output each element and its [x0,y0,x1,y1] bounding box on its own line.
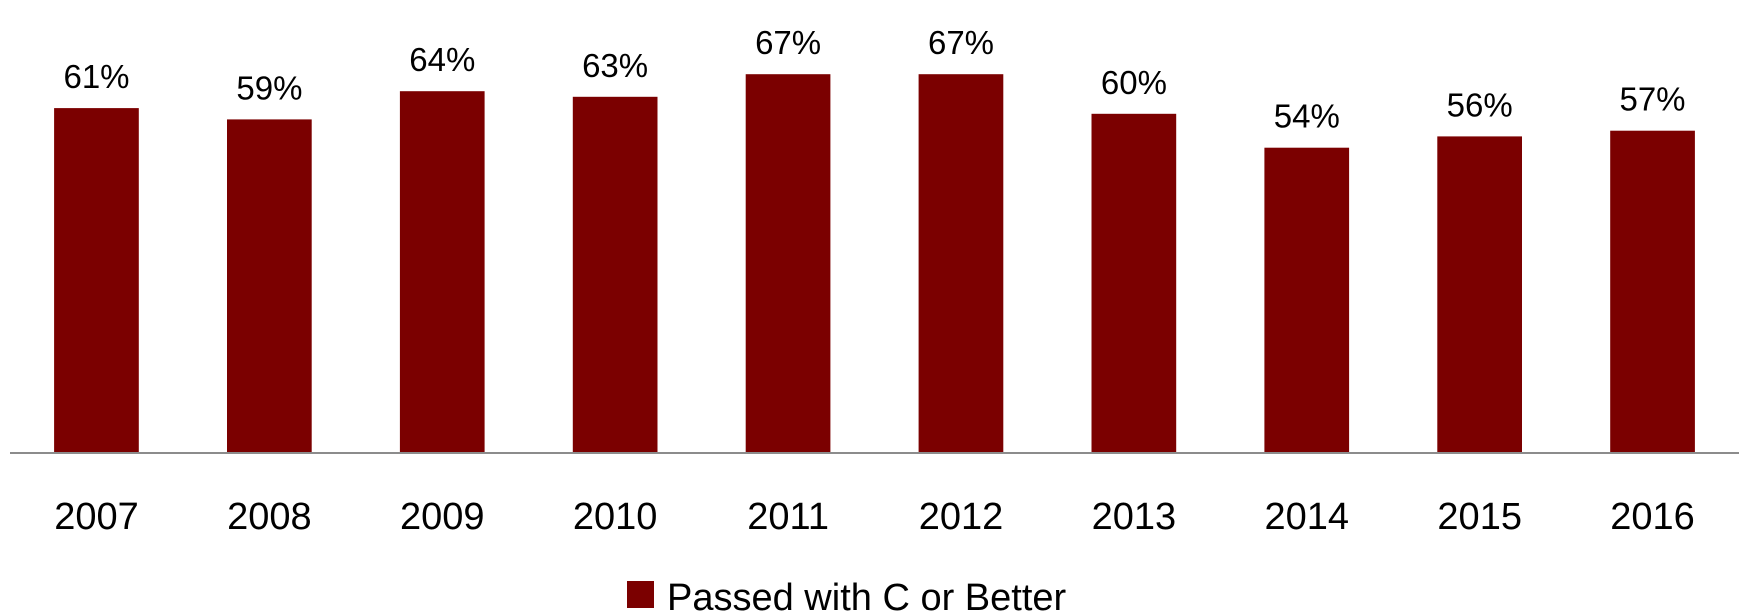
data-label-2009: 64% [409,41,475,78]
bar-2009 [399,91,485,453]
x-tick-label-2015: 2015 [1437,496,1522,538]
data-label-2016: 57% [1619,81,1685,118]
bars-layer [54,74,1695,454]
bar-2011 [745,74,831,453]
x-tick-label-2013: 2013 [1092,496,1177,538]
data-label-2008: 59% [236,69,302,106]
legend-swatch [627,581,654,608]
data-label-2012: 67% [928,24,994,61]
data-label-2011: 67% [755,24,821,61]
x-tick-label-2011: 2011 [747,496,829,538]
legend: Passed with C or Better [627,577,1067,613]
data-label-2014: 54% [1274,98,1340,135]
x-tick-label-2008: 2008 [227,496,312,538]
x-tick-label-2014: 2014 [1265,496,1350,538]
bar-2013 [1091,113,1177,454]
data-label-2013: 60% [1101,64,1167,101]
data-labels-layer: 61% 59% 64% 63% 67% 67% 60% 54% 56% 57% [63,24,1685,135]
legend-label: Passed with C or Better [667,577,1067,613]
data-label-2007: 61% [63,58,129,95]
x-tick-label-2010: 2010 [573,496,658,538]
bar-2010 [572,96,658,454]
x-tick-label-2016: 2016 [1610,496,1695,538]
x-tick-label-2012: 2012 [919,496,1004,538]
bar-2008 [227,119,312,454]
bar-2007 [54,108,139,453]
data-label-2015: 56% [1447,86,1513,123]
x-tick-labels: 2007 2008 2009 2010 2011 2012 2013 2014 2015 2016 [54,496,1695,538]
x-tick-label-2009: 2009 [400,496,485,538]
data-label-2010: 63% [582,47,648,84]
bar-2014 [1264,147,1350,453]
x-tick-label-2007: 2007 [54,496,139,538]
bar-2015 [1437,136,1522,453]
bar-2016 [1610,130,1695,453]
bar-2012 [918,74,1004,453]
